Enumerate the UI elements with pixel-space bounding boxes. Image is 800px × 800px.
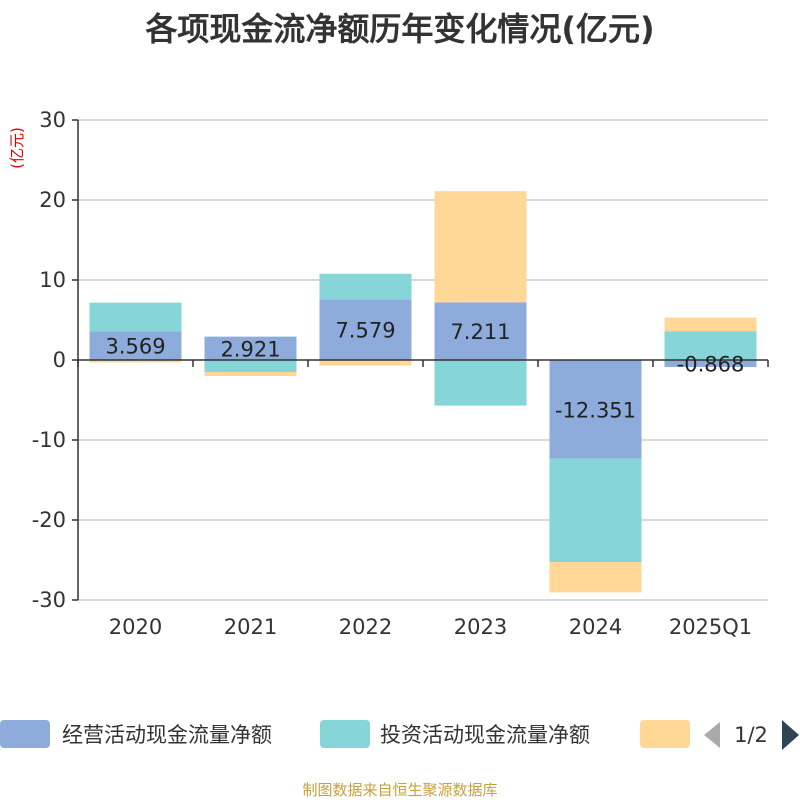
bar-segment-s2 — [664, 317, 757, 332]
data-label: 7.579 — [335, 319, 395, 343]
y-tick-label: 20 — [39, 188, 66, 212]
data-label: 2.921 — [220, 337, 280, 361]
x-tick-label: 2021 — [224, 615, 277, 639]
legend-swatch[interactable] — [320, 720, 370, 748]
x-tick-label: 2023 — [454, 615, 507, 639]
bar-segment-s0 — [434, 302, 527, 360]
legend-next-icon[interactable] — [782, 720, 799, 750]
bar-segment-s2 — [434, 191, 527, 303]
data-labels: 3.569 2.921 7.579 7.211 -12.351 -0.868 — [105, 319, 744, 423]
y-tick-label: 10 — [39, 268, 66, 292]
bar-segment-s1 — [319, 273, 412, 300]
bar-segment-s2 — [204, 372, 297, 376]
bar-segment-s2 — [89, 360, 182, 363]
y-tick-label: -30 — [32, 588, 66, 612]
legend-swatch[interactable] — [640, 720, 690, 748]
legend-swatch[interactable] — [0, 720, 50, 748]
bar-segment-s1 — [89, 302, 182, 332]
legend: 经营活动现金流量净额 投资活动现金流量净额 1/2 — [0, 720, 799, 750]
legend-prev-icon[interactable] — [704, 722, 720, 748]
gridlines — [78, 119, 768, 601]
y-tick-label: 0 — [53, 348, 66, 372]
data-label: -12.351 — [555, 398, 636, 422]
bar-segment-s0 — [204, 336, 297, 360]
bar-segment-s1 — [204, 360, 297, 372]
bar-segment-s1 — [664, 331, 757, 360]
bar-segment-s0 — [319, 299, 412, 360]
chart-title: 各项现金流净额历年变化情况(亿元) — [145, 10, 655, 48]
bar-segment-s0 — [549, 360, 642, 459]
x-tick-label: 2022 — [339, 615, 392, 639]
y-tick-label: -20 — [32, 508, 66, 532]
bar-segment-s0 — [89, 331, 182, 360]
y-tick-label: 30 — [39, 108, 66, 132]
bar-segment-s1 — [434, 360, 527, 406]
x-tick-label: 2025Q1 — [669, 615, 752, 639]
bar-segment-s2 — [549, 562, 642, 593]
bars — [89, 191, 757, 593]
axes: 30 20 10 0 -10 -20 -30 2020 2021 2022 2023 2024 2025… — [32, 108, 769, 639]
data-label: 3.569 — [105, 335, 165, 359]
data-label: 7.211 — [450, 320, 510, 344]
legend-page-indicator: 1/2 — [734, 723, 768, 747]
y-axis-unit: (亿元) — [8, 127, 26, 169]
bar-segment-s2 — [319, 360, 412, 366]
x-tick-label: 2024 — [569, 615, 622, 639]
legend-label[interactable]: 投资活动现金流量净额 — [380, 723, 590, 747]
bar-segment-s0 — [664, 360, 757, 367]
source-note: 制图数据来自恒生聚源数据库 — [302, 781, 498, 799]
legend-label[interactable]: 经营活动现金流量净额 — [62, 723, 272, 747]
x-tick-label: 2020 — [109, 615, 162, 639]
y-tick-label: -10 — [32, 428, 66, 452]
data-label: -0.868 — [677, 352, 745, 376]
bar-segment-s1 — [549, 458, 642, 563]
